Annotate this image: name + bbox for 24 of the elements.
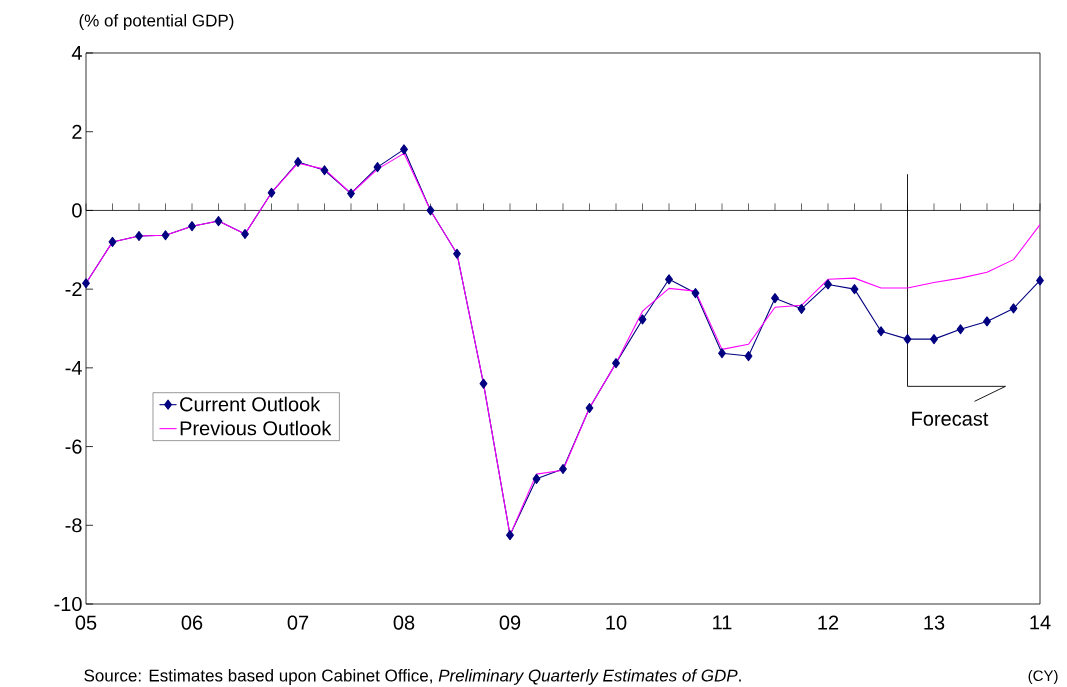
legend-label: Current Outlook bbox=[180, 396, 321, 412]
y-tick-label: -4 bbox=[65, 360, 82, 375]
y-tick-label: 0 bbox=[72, 203, 82, 218]
y-tick-label: 4 bbox=[71, 46, 82, 60]
x-tick-label: 10 bbox=[606, 615, 627, 630]
x-tick-label: 05 bbox=[75, 615, 97, 630]
legend-label: Previous Outlook bbox=[180, 420, 332, 436]
x-tick-label: 06 bbox=[181, 615, 203, 630]
text: (CY) bbox=[1028, 670, 1058, 684]
y-tick-label: -8 bbox=[65, 518, 82, 533]
x-tick-label: 08 bbox=[393, 615, 415, 630]
x-tick-label: 11 bbox=[713, 615, 732, 630]
y-axis-title: (% of potential GDP) bbox=[79, 14, 234, 30]
y-tick-label: -2 bbox=[65, 282, 82, 297]
x-tick-label: 09 bbox=[499, 615, 521, 630]
x-tick-label: 12 bbox=[818, 615, 839, 630]
x-tick-label: 14 bbox=[1030, 615, 1051, 630]
ref-line-label: Forecast bbox=[912, 411, 989, 426]
x-tick-label: 13 bbox=[924, 615, 945, 630]
y-tick-label: 2 bbox=[72, 124, 82, 139]
source-note: Source: Estimates based upon Cabinet Office, Preliminary Quarterly Estimates of GDP. bbox=[84, 669, 741, 685]
x-tick-label: 07 bbox=[287, 615, 309, 630]
y-tick-label: -10 bbox=[54, 596, 82, 612]
y-tick-label: -6 bbox=[65, 439, 82, 454]
